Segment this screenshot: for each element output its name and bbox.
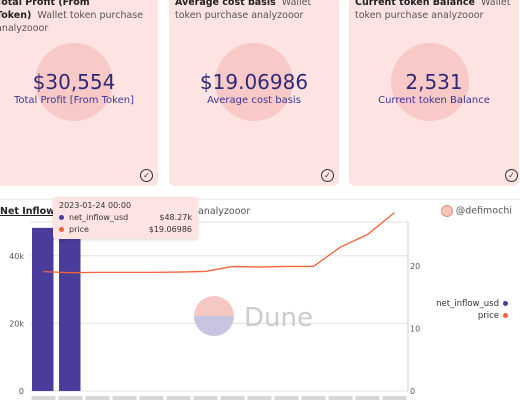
legend-label: price <box>477 311 499 321</box>
stat-card-token-balance: Current token Balance Wallet token purch… <box>349 0 519 186</box>
check-icon[interactable]: ✓ <box>505 169 518 182</box>
legend-dot-icon <box>503 313 508 318</box>
decorative-circle <box>391 43 469 121</box>
check-icon[interactable]: ✓ <box>321 169 334 182</box>
card-header: Total Profit (From Token) Wallet token p… <box>0 0 158 35</box>
card-subtitle: Wallet token purchase analyzooor <box>355 0 511 21</box>
avatar-icon <box>440 205 453 217</box>
chart-title[interactable]: Net Inflow again <box>0 206 88 217</box>
chart-tooltip: 2023-01-24 00:00 net_inflow_usd $48.27k … <box>53 197 198 239</box>
stat-card-total-profit: Total Profit (From Token) Wallet token p… <box>0 0 158 186</box>
legend-label: net_inflow_usd <box>436 299 499 309</box>
card-title: Average cost basis <box>175 0 276 8</box>
card-label: Total Profit [From Token] <box>13 95 134 106</box>
tooltip-date: 2023-01-24 00:00 <box>59 201 132 210</box>
series-dot-icon <box>59 227 64 232</box>
card-title: Current token Balance <box>355 0 475 8</box>
card-value: $19.06986 <box>199 70 309 94</box>
attribution[interactable]: @defimochi <box>440 205 512 217</box>
card-label: Current token Balance <box>378 95 490 106</box>
tooltip-row-net-inflow: net_inflow_usd $48.27k <box>59 213 194 224</box>
tooltip-series-value: $48.27k <box>159 213 192 222</box>
card-subtitle: Wallet token purchase analyzooor <box>175 0 312 21</box>
series-dot-icon <box>59 215 64 220</box>
card-header: Current token Balance Wallet token purch… <box>349 0 519 22</box>
check-icon[interactable]: ✓ <box>140 169 153 182</box>
card-subtitle: Wallet token purchase analyzooor <box>0 10 144 34</box>
tooltip-series-name: net_inflow_usd <box>69 213 129 222</box>
tooltip-row-price: price $19.06986 <box>59 225 194 236</box>
legend-item-price[interactable]: price <box>478 311 508 321</box>
legend-dot-icon <box>503 301 508 306</box>
decorative-circle <box>35 43 113 121</box>
card-value: $30,554 <box>32 70 116 94</box>
card-label: Average cost basis <box>207 95 301 106</box>
chart-subtitle: analyzooor <box>198 206 251 217</box>
tooltip-series-name: price <box>69 225 89 234</box>
tooltip-series-value: $19.06986 <box>148 225 192 234</box>
card-header: Average cost basis Wallet token purchase… <box>169 0 339 22</box>
legend-item-net-inflow[interactable]: net_inflow_usd <box>436 299 508 309</box>
card-value: 2,531 <box>405 70 463 94</box>
decorative-circle <box>215 43 293 121</box>
stat-card-average-cost: Average cost basis Wallet token purchase… <box>169 0 339 186</box>
attribution-handle: @defimochi <box>455 205 512 217</box>
card-title: Total Profit (From Token) <box>0 0 90 21</box>
